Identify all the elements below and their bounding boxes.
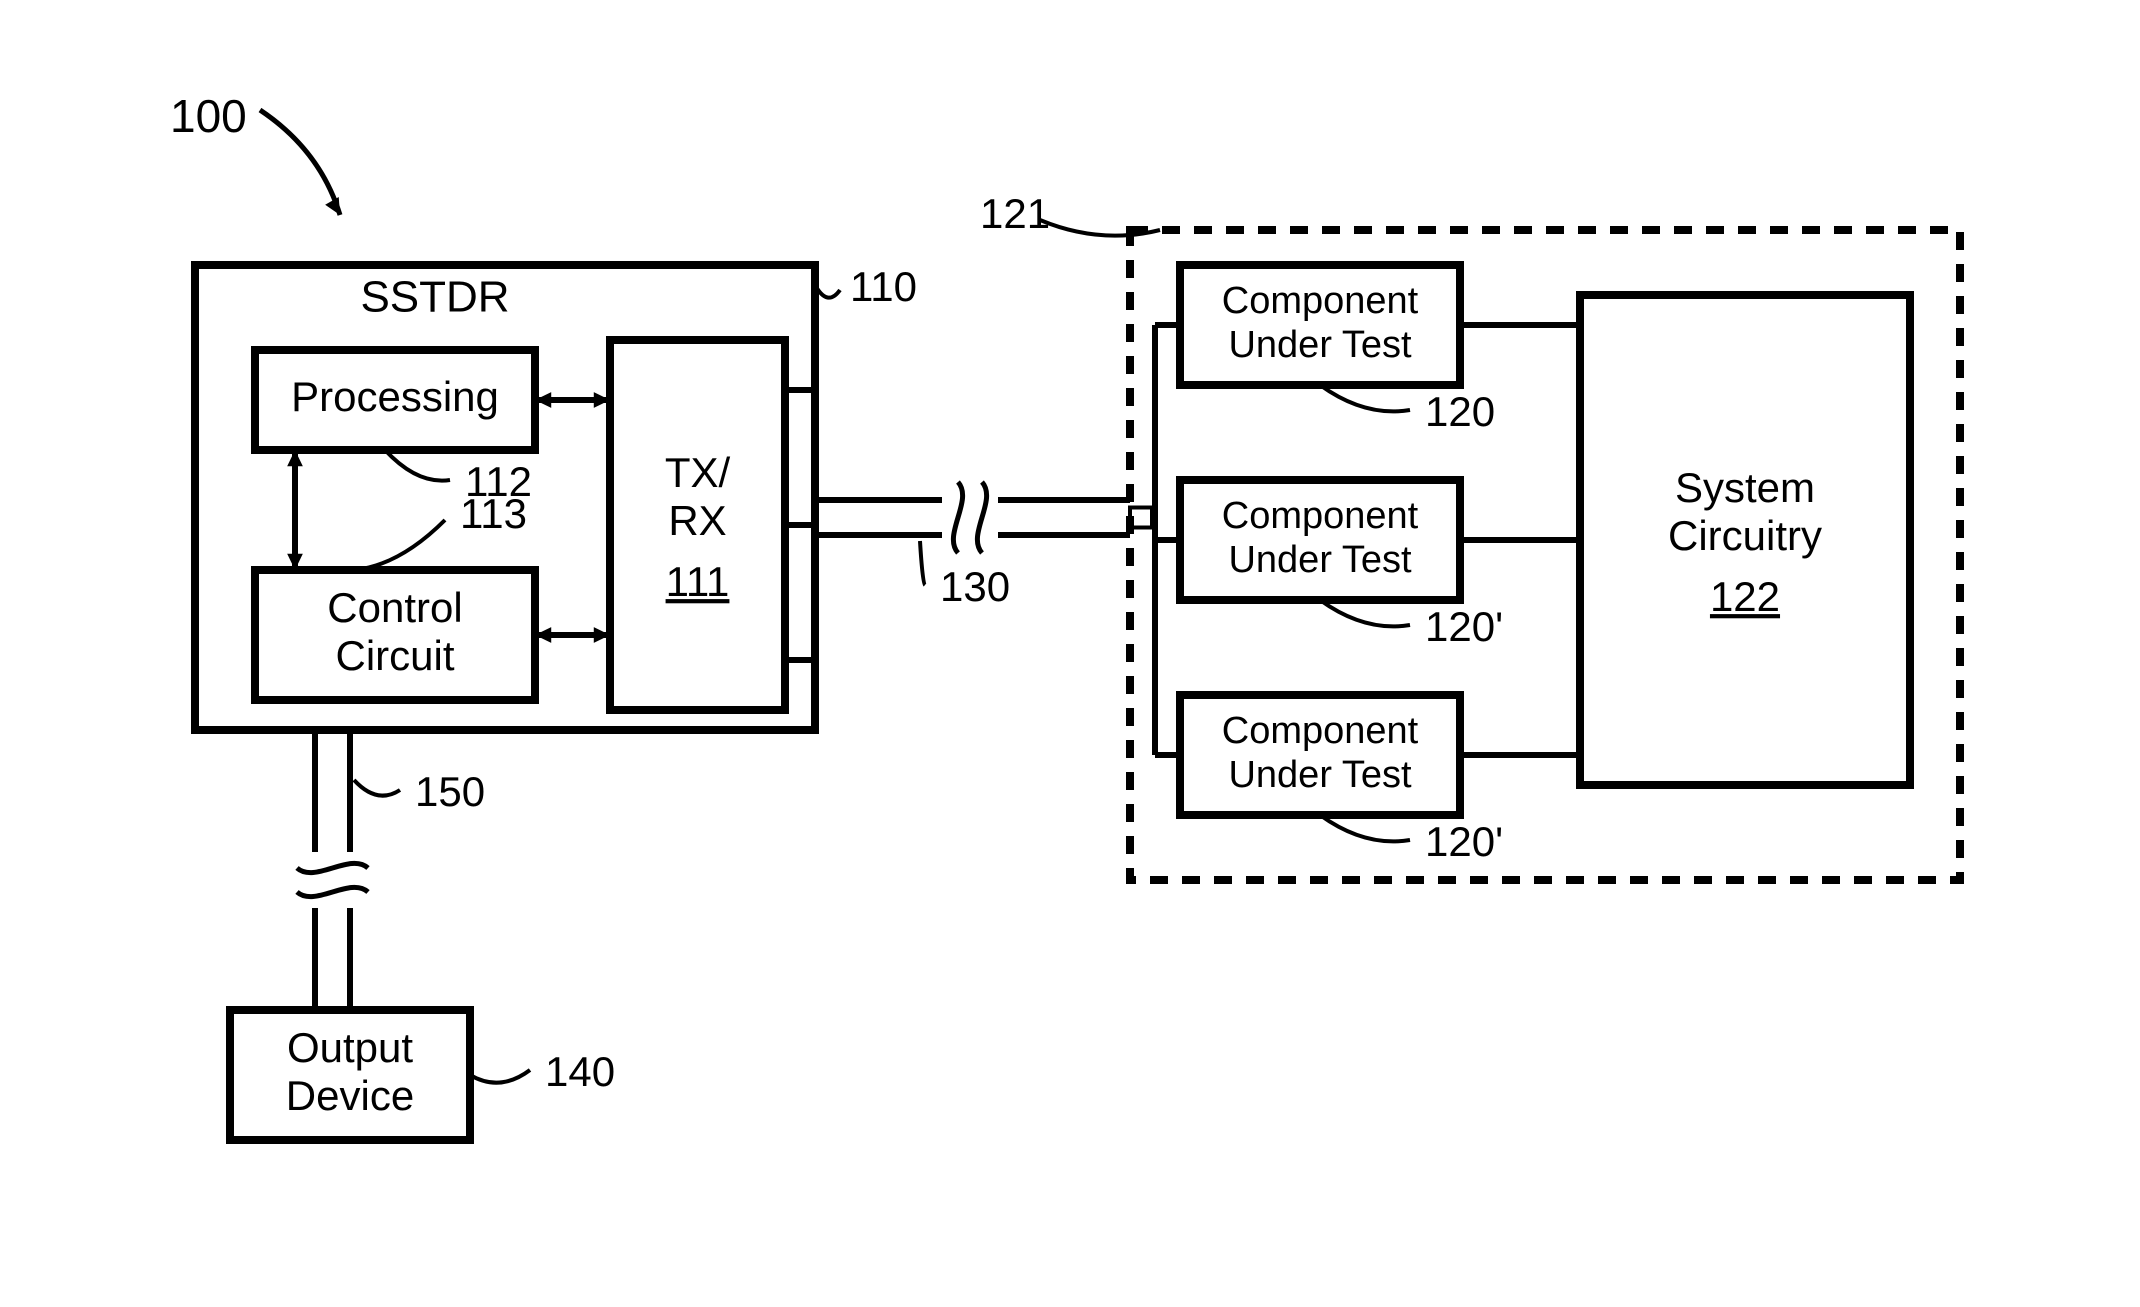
svg-text:113: 113	[460, 490, 527, 537]
svg-text:120': 120'	[1425, 818, 1503, 865]
svg-text:Under Test: Under Test	[1228, 754, 1412, 796]
svg-text:SSTDR: SSTDR	[360, 273, 509, 322]
svg-text:Output: Output	[287, 1024, 413, 1071]
svg-text:Circuit: Circuit	[335, 632, 454, 679]
svg-text:100: 100	[170, 90, 247, 142]
svg-text:TX/: TX/	[665, 449, 731, 496]
svg-text:110: 110	[850, 263, 917, 310]
svg-text:150: 150	[415, 768, 485, 815]
svg-text:Under Test: Under Test	[1228, 539, 1412, 581]
svg-text:Device: Device	[286, 1072, 414, 1119]
svg-text:Under Test: Under Test	[1228, 324, 1412, 366]
svg-text:140: 140	[545, 1048, 615, 1095]
svg-text:Component: Component	[1222, 710, 1419, 752]
svg-text:130: 130	[940, 563, 1010, 610]
svg-text:121: 121	[980, 190, 1050, 237]
svg-text:System: System	[1675, 464, 1815, 511]
svg-text:Circuitry: Circuitry	[1668, 512, 1822, 559]
svg-text:Component: Component	[1222, 495, 1419, 537]
svg-text:RX: RX	[668, 497, 726, 544]
svg-text:122: 122	[1710, 573, 1780, 620]
svg-text:Processing: Processing	[291, 373, 499, 420]
svg-text:Component: Component	[1222, 280, 1419, 322]
svg-text:120': 120'	[1425, 603, 1503, 650]
svg-text:Control: Control	[327, 584, 462, 631]
svg-text:120: 120	[1425, 388, 1495, 435]
svg-text:111: 111	[666, 558, 730, 605]
